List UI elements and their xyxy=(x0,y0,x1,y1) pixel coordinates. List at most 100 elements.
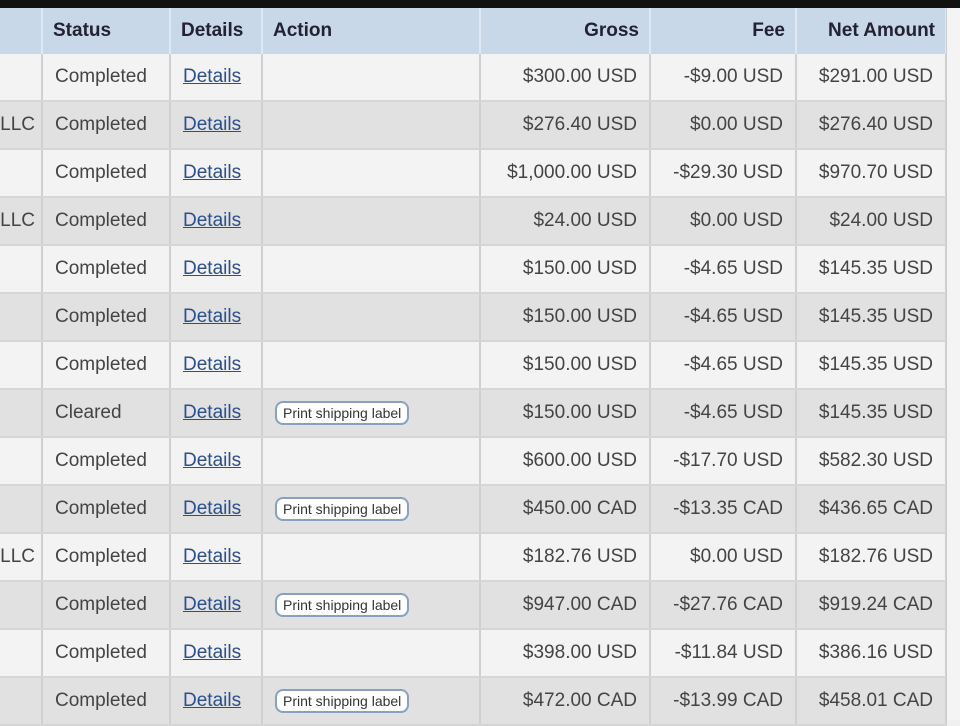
table-row: Completed Details $150.00 USD -$4.65 USD $14… xyxy=(0,341,947,390)
fee-cell: $0.00 USD xyxy=(650,533,797,582)
table-row: Completed Details $150.00 USD -$4.65 USD $14… xyxy=(0,293,947,342)
name-cell xyxy=(0,293,43,342)
details-link[interactable]: Details xyxy=(183,354,242,375)
details-cell: Details xyxy=(170,581,263,630)
name-cell xyxy=(0,581,43,630)
net-cell: $458.01 CAD xyxy=(796,677,947,726)
status-cell: Completed xyxy=(42,101,171,150)
net-cell: $276.40 USD xyxy=(796,101,947,150)
fee-cell: $0.00 USD xyxy=(650,101,797,150)
table-row: Completed Details $398.00 USD -$11.84 USD $3… xyxy=(0,629,947,678)
col-status-header[interactable]: Status xyxy=(42,8,171,54)
action-cell xyxy=(262,629,481,678)
details-link[interactable]: Details xyxy=(183,306,242,327)
table-row: LLC Completed Details $24.00 USD $0.00 USD $2… xyxy=(0,197,947,246)
print-shipping-label-button[interactable]: Print shipping label xyxy=(275,401,410,425)
action-cell xyxy=(262,101,481,150)
table-row: Completed Details Print shipping label $472… xyxy=(0,677,947,726)
status-cell: Completed xyxy=(42,533,171,582)
details-cell: Details xyxy=(170,485,263,534)
gross-cell: $472.00 CAD xyxy=(480,677,651,726)
details-link[interactable]: Details xyxy=(183,690,242,711)
details-link[interactable]: Details xyxy=(183,594,242,615)
net-cell: $145.35 USD xyxy=(796,389,947,438)
net-cell: $145.35 USD xyxy=(796,245,947,294)
print-shipping-label-button[interactable]: Print shipping label xyxy=(275,593,410,617)
details-link[interactable]: Details xyxy=(183,402,242,423)
net-cell: $24.00 USD xyxy=(796,197,947,246)
action-cell xyxy=(262,54,481,102)
fee-cell: -$11.84 USD xyxy=(650,629,797,678)
name-cell xyxy=(0,341,43,390)
name-cell xyxy=(0,389,43,438)
gross-cell: $398.00 USD xyxy=(480,629,651,678)
action-cell: Print shipping label xyxy=(262,677,481,726)
action-cell xyxy=(262,533,481,582)
col-fee-header[interactable]: Fee xyxy=(650,8,797,54)
action-cell xyxy=(262,341,481,390)
fee-cell: -$9.00 USD xyxy=(650,54,797,102)
status-cell: Cleared xyxy=(42,389,171,438)
details-cell: Details xyxy=(170,197,263,246)
details-link[interactable]: Details xyxy=(183,258,242,279)
details-link[interactable]: Details xyxy=(183,546,242,567)
table-row: Completed Details $600.00 USD -$17.70 USD $5… xyxy=(0,437,947,486)
table-row: Completed Details Print shipping label $947… xyxy=(0,581,947,630)
gross-cell: $150.00 USD xyxy=(480,293,651,342)
fee-cell: -$13.99 CAD xyxy=(650,677,797,726)
details-link[interactable]: Details xyxy=(183,114,242,135)
name-cell xyxy=(0,245,43,294)
details-cell: Details xyxy=(170,54,263,102)
name-cell xyxy=(0,437,43,486)
print-shipping-label-button[interactable]: Print shipping label xyxy=(275,689,410,713)
status-cell: Completed xyxy=(42,245,171,294)
table-row: LLC Completed Details $276.40 USD $0.00 USD $… xyxy=(0,101,947,150)
name-cell xyxy=(0,677,43,726)
fee-cell: $0.00 USD xyxy=(650,197,797,246)
gross-cell: $947.00 CAD xyxy=(480,581,651,630)
name-cell: LLC xyxy=(0,197,43,246)
fee-cell: -$17.70 USD xyxy=(650,437,797,486)
details-link[interactable]: Details xyxy=(183,162,242,183)
status-cell: Completed xyxy=(42,341,171,390)
details-cell: Details xyxy=(170,293,263,342)
top-bar xyxy=(0,0,960,8)
table-row: Completed Details Print shipping label $450… xyxy=(0,485,947,534)
table-row: LLC Completed Details $182.76 USD $0.00 USD $… xyxy=(0,533,947,582)
gross-cell: $450.00 CAD xyxy=(480,485,651,534)
net-cell: $436.65 CAD xyxy=(796,485,947,534)
name-cell xyxy=(0,629,43,678)
action-cell xyxy=(262,437,481,486)
col-action-header: Action xyxy=(262,8,481,54)
col-gross-header[interactable]: Gross xyxy=(480,8,651,54)
fee-cell: -$27.76 CAD xyxy=(650,581,797,630)
net-cell: $386.16 USD xyxy=(796,629,947,678)
name-cell: LLC xyxy=(0,533,43,582)
fee-cell: -$4.65 USD xyxy=(650,245,797,294)
details-link[interactable]: Details xyxy=(183,450,242,471)
name-cell xyxy=(0,149,43,198)
details-link[interactable]: Details xyxy=(183,66,242,87)
table-row: Cleared Details Print shipping label $150.0… xyxy=(0,389,947,438)
name-cell xyxy=(0,54,43,102)
col-net-header[interactable]: Net Amount xyxy=(796,8,947,54)
action-cell xyxy=(262,245,481,294)
status-cell: Completed xyxy=(42,293,171,342)
transactions-table: Status Details Action Gross Fee Net Amou… xyxy=(0,8,947,726)
details-link[interactable]: Details xyxy=(183,210,242,231)
scrollbar[interactable] xyxy=(946,8,960,720)
status-cell: Completed xyxy=(42,437,171,486)
gross-cell: $150.00 USD xyxy=(480,341,651,390)
status-cell: Completed xyxy=(42,197,171,246)
fee-cell: -$29.30 USD xyxy=(650,149,797,198)
gross-cell: $150.00 USD xyxy=(480,245,651,294)
details-link[interactable]: Details xyxy=(183,498,242,519)
details-cell: Details xyxy=(170,677,263,726)
net-cell: $145.35 USD xyxy=(796,293,947,342)
status-cell: Completed xyxy=(42,54,171,102)
details-cell: Details xyxy=(170,149,263,198)
net-cell: $182.76 USD xyxy=(796,533,947,582)
gross-cell: $182.76 USD xyxy=(480,533,651,582)
print-shipping-label-button[interactable]: Print shipping label xyxy=(275,497,410,521)
details-link[interactable]: Details xyxy=(183,642,242,663)
